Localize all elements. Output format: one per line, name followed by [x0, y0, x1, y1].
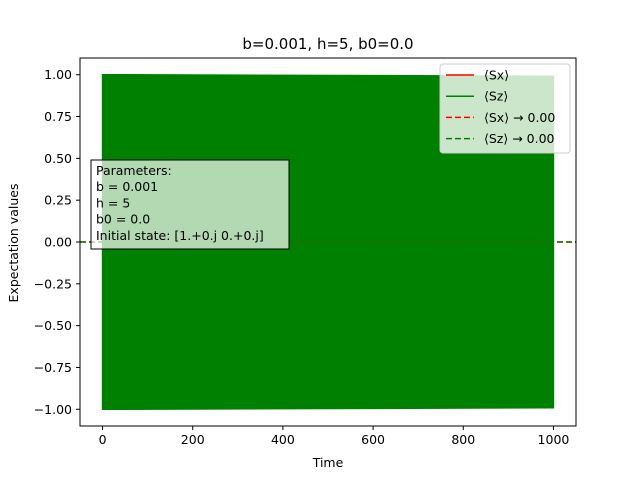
legend-entry: ⟨Sx⟩	[484, 68, 509, 83]
x-tick-label: 600	[361, 432, 385, 447]
x-axis-label: Time	[312, 455, 344, 470]
legend: ⟨Sx⟩ ⟨Sz⟩ ⟨Sx⟩ → 0.00 ⟨Sz⟩ → 0.00	[439, 63, 571, 154]
legend-entry: ⟨Sz⟩ → 0.00	[484, 131, 555, 146]
legend-entry: ⟨Sx⟩ → 0.00	[484, 110, 555, 125]
y-axis-label: Expectation values	[6, 184, 21, 303]
y-tick-label: 0.75	[44, 109, 72, 124]
parameters-box-frame	[90, 159, 290, 250]
y-tick-label: 1.00	[44, 67, 72, 82]
y-tick-label: 0.50	[44, 151, 72, 166]
y-tick-label: −0.75	[34, 360, 72, 375]
parameters-line: h = 5	[96, 195, 130, 210]
parameters-line: b = 0.001	[96, 179, 158, 194]
chart-title: b=0.001, h=5, b0=0.0	[242, 35, 413, 53]
y-tick-label: −1.00	[34, 402, 72, 417]
y-tick-label: −0.25	[34, 276, 72, 291]
x-tick-label: 800	[451, 432, 475, 447]
legend-entry: ⟨Sz⟩	[484, 89, 508, 104]
y-tick-label: 0.00	[44, 235, 72, 250]
parameters-line: Parameters:	[96, 163, 172, 178]
parameters-line: Initial state: [1.+0.j 0.+0.j]	[96, 228, 264, 243]
x-tick-label: 0	[99, 432, 107, 447]
y-tick-label: −0.50	[34, 318, 72, 333]
y-tick-label: 0.25	[44, 193, 72, 208]
axes: 0 200 400 600 800 1000 −1.00 −0.75 −0.50 −0.25 0.0…	[34, 57, 577, 447]
x-tick-label: 1000	[538, 432, 570, 447]
x-tick-label: 200	[181, 432, 205, 447]
parameters-line: b0 = 0.0	[96, 212, 150, 227]
x-tick-label: 400	[271, 432, 295, 447]
legend-frame	[439, 63, 571, 154]
